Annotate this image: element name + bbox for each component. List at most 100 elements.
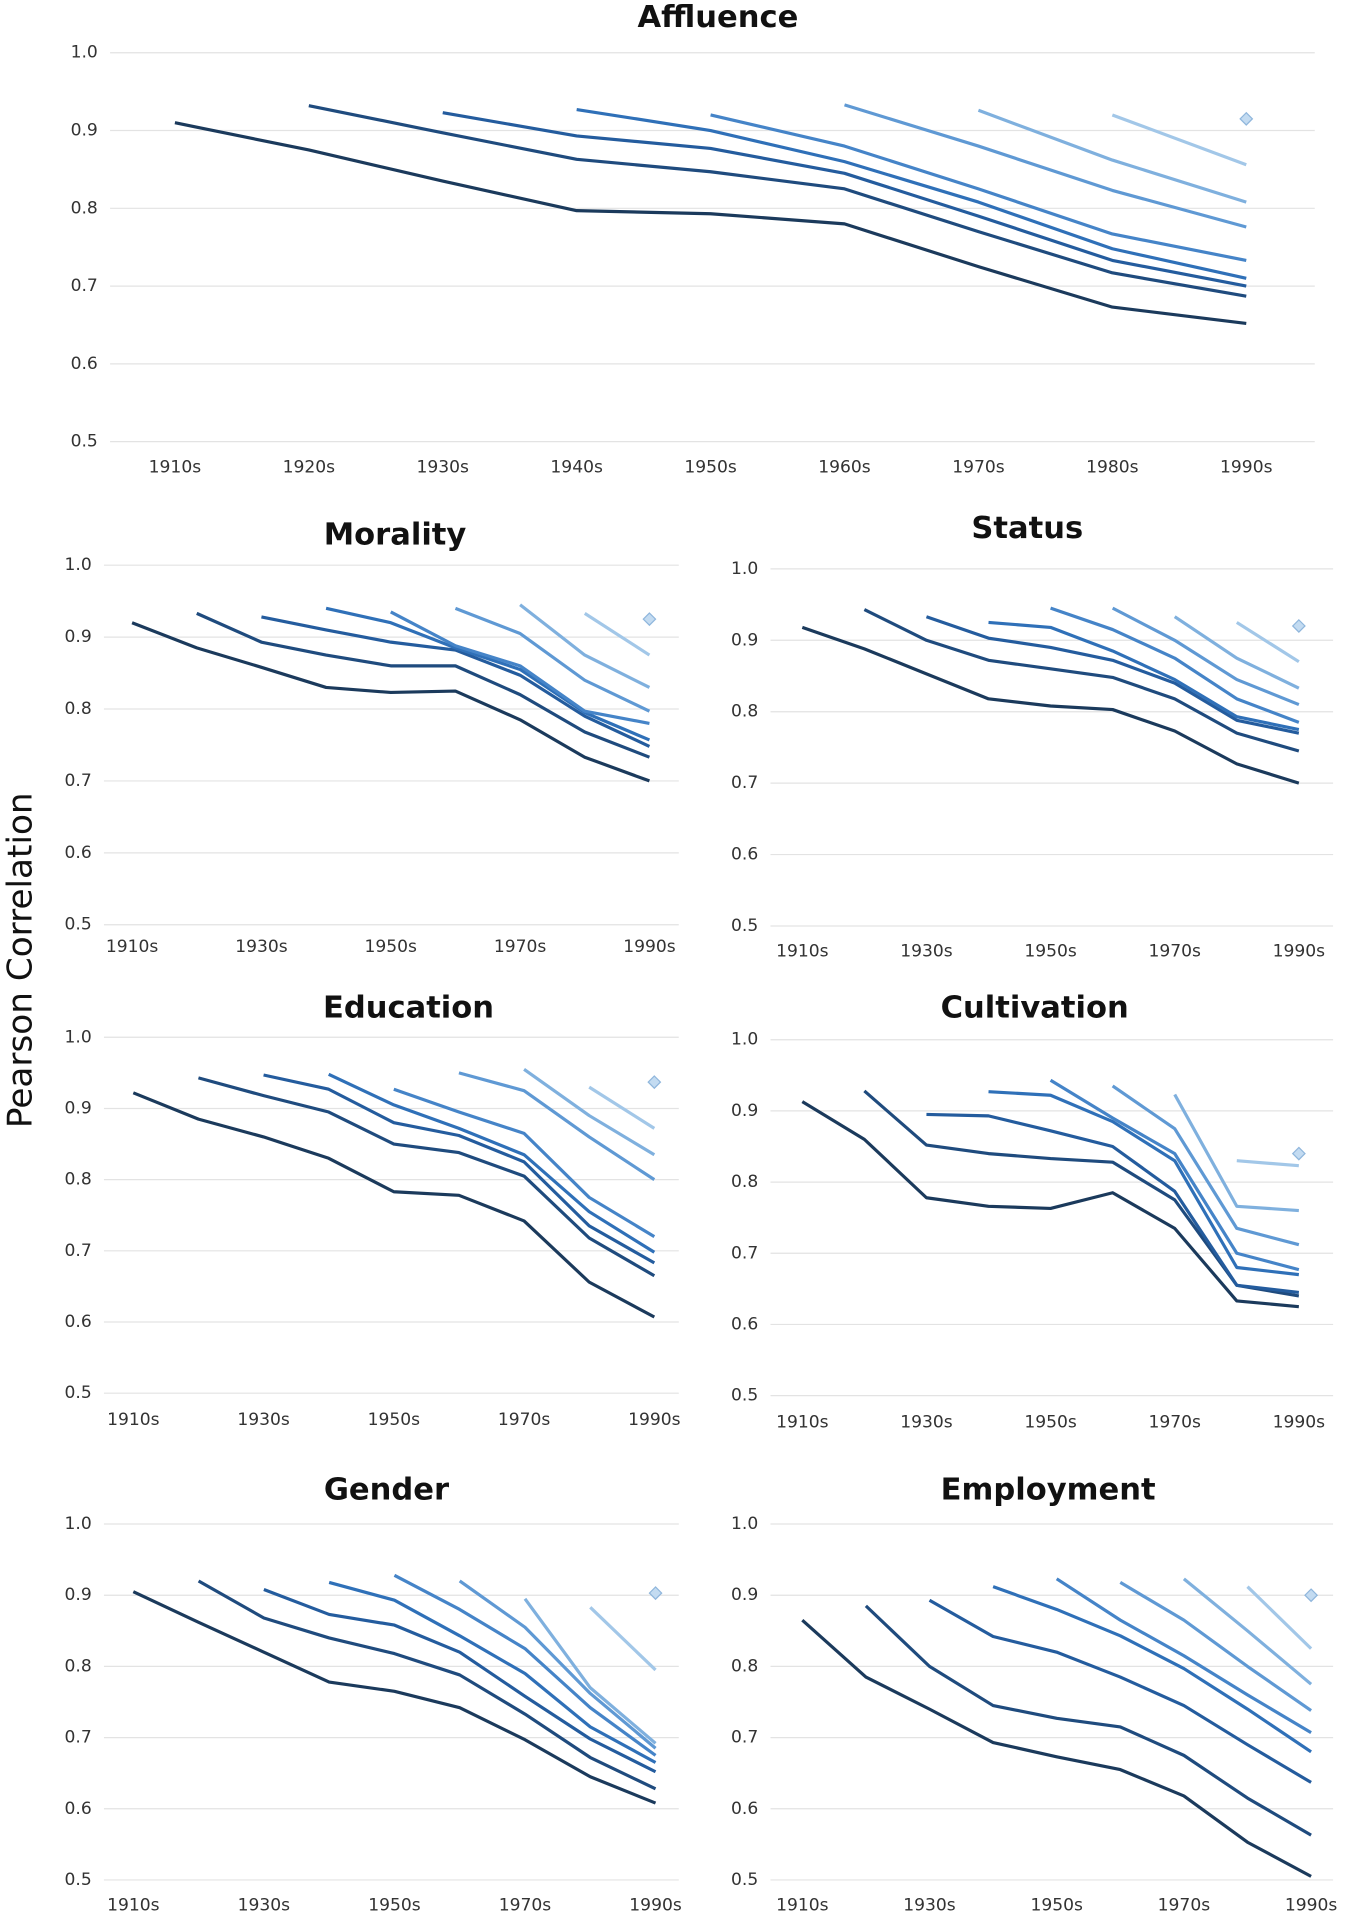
x-tick-label: 1930s bbox=[903, 1896, 956, 1916]
x-tick-label: 1990s bbox=[629, 1896, 682, 1916]
x-tick-label: 1930s bbox=[417, 457, 470, 477]
x-tick-label: 1930s bbox=[900, 1413, 953, 1433]
diamond-marker bbox=[647, 1075, 662, 1090]
series-line bbox=[263, 1073, 656, 1265]
series-line bbox=[1055, 1577, 1312, 1734]
x-tick-label: 1940s bbox=[550, 457, 603, 477]
y-tick-label: 0.7 bbox=[731, 773, 758, 793]
x-tick-label: 1910s bbox=[106, 937, 159, 957]
series-line bbox=[988, 620, 1300, 732]
series-line bbox=[1111, 113, 1247, 167]
y-tick-label: 0.9 bbox=[731, 1101, 758, 1121]
x-tick-label: 1910s bbox=[776, 1896, 829, 1916]
series-line bbox=[928, 1598, 1312, 1784]
y-tick-label: 0.5 bbox=[65, 915, 92, 935]
series-line bbox=[863, 608, 1300, 753]
series-line bbox=[576, 107, 1247, 280]
series-line bbox=[1111, 1084, 1300, 1247]
series-line bbox=[925, 615, 1300, 735]
y-tick-label: 0.5 bbox=[731, 916, 758, 936]
series-line bbox=[393, 1573, 657, 1757]
series-line bbox=[131, 621, 650, 783]
series-line bbox=[844, 103, 1247, 229]
y-tick-label: 0.6 bbox=[71, 354, 98, 374]
series-line bbox=[992, 1585, 1312, 1754]
series-line bbox=[198, 1076, 656, 1278]
x-tick-label: 1970s bbox=[494, 937, 547, 957]
y-tick-label: 0.6 bbox=[731, 1314, 758, 1334]
series-line bbox=[710, 113, 1247, 262]
series-line bbox=[325, 606, 651, 742]
series-line bbox=[393, 1087, 656, 1238]
x-tick-label: 1990s bbox=[628, 1410, 681, 1430]
x-tick-label: 1910s bbox=[776, 942, 829, 962]
x-tick-label: 1950s bbox=[1024, 1413, 1077, 1433]
x-tick-label: 1990s bbox=[1273, 942, 1326, 962]
x-tick-label: 1930s bbox=[235, 937, 288, 957]
y-tick-label: 0.7 bbox=[65, 1728, 92, 1748]
x-tick-label: 1970s bbox=[1148, 1413, 1201, 1433]
series-line bbox=[308, 104, 1247, 298]
y-tick-label: 0.8 bbox=[731, 1656, 758, 1676]
x-tick-label: 1970s bbox=[498, 1410, 551, 1430]
series-line bbox=[1050, 606, 1300, 724]
series-line bbox=[261, 615, 651, 748]
y-tick-label: 0.8 bbox=[65, 1656, 92, 1676]
y-tick-label: 0.6 bbox=[65, 843, 92, 863]
x-tick-label: 1970s bbox=[1148, 942, 1201, 962]
series-line bbox=[454, 606, 651, 713]
y-tick-label: 0.8 bbox=[731, 1172, 758, 1192]
x-tick-label: 1950s bbox=[368, 1896, 421, 1916]
series-line bbox=[390, 610, 650, 725]
y-tick-label: 1.0 bbox=[71, 43, 98, 63]
chart-title: Status bbox=[971, 511, 1083, 546]
x-tick-label: 1910s bbox=[776, 1413, 829, 1433]
x-tick-label: 1990s bbox=[1285, 1896, 1338, 1916]
y-tick-label: 0.9 bbox=[71, 121, 98, 141]
series-line bbox=[197, 1579, 657, 1791]
series-line bbox=[328, 1072, 656, 1254]
y-tick-label: 0.5 bbox=[731, 1870, 758, 1890]
x-tick-label: 1930s bbox=[238, 1896, 291, 1916]
diamond-marker bbox=[1291, 619, 1306, 633]
y-tick-label: 0.7 bbox=[731, 1243, 758, 1263]
y-tick-label: 0.6 bbox=[731, 845, 758, 865]
x-tick-label: 1910s bbox=[107, 1410, 160, 1430]
chart-title: Morality bbox=[324, 517, 467, 552]
diamond-marker bbox=[1239, 111, 1254, 126]
y-tick-label: 1.0 bbox=[731, 1514, 758, 1534]
y-tick-label: 1.0 bbox=[731, 1030, 758, 1050]
x-tick-label: 1990s bbox=[1273, 1413, 1326, 1433]
diamond-marker bbox=[1291, 1146, 1306, 1161]
series-line bbox=[442, 111, 1247, 288]
y-tick-label: 1.0 bbox=[65, 1027, 92, 1047]
y-tick-label: 0.5 bbox=[71, 432, 98, 452]
diamond-marker bbox=[1304, 1588, 1319, 1603]
y-tick-label: 0.7 bbox=[65, 1241, 92, 1261]
series-line bbox=[328, 1580, 657, 1764]
diamond-marker bbox=[648, 1586, 663, 1601]
series-line bbox=[1049, 1078, 1300, 1272]
y-tick-label: 0.7 bbox=[71, 276, 98, 296]
x-tick-label: 1950s bbox=[684, 457, 737, 477]
y-tick-label: 0.7 bbox=[731, 1728, 758, 1748]
y-tick-label: 0.8 bbox=[65, 1170, 92, 1190]
series-line bbox=[801, 625, 1300, 785]
y-tick-label: 0.5 bbox=[65, 1383, 92, 1403]
series-line bbox=[263, 1588, 657, 1774]
x-tick-label: 1970s bbox=[952, 457, 1005, 477]
y-tick-label: 0.8 bbox=[65, 699, 92, 719]
y-tick-label: 0.9 bbox=[731, 1585, 758, 1605]
y-tick-label: 0.5 bbox=[731, 1386, 758, 1406]
chart-title: Employment bbox=[941, 1473, 1156, 1508]
y-tick-label: 0.6 bbox=[731, 1799, 758, 1819]
diamond-marker bbox=[642, 612, 657, 627]
series-line bbox=[1111, 606, 1300, 707]
x-tick-label: 1950s bbox=[365, 937, 418, 957]
x-tick-label: 1950s bbox=[1030, 1896, 1083, 1916]
series-line bbox=[1236, 1159, 1299, 1168]
series-line bbox=[801, 1618, 1312, 1878]
x-tick-label: 1960s bbox=[818, 457, 871, 477]
